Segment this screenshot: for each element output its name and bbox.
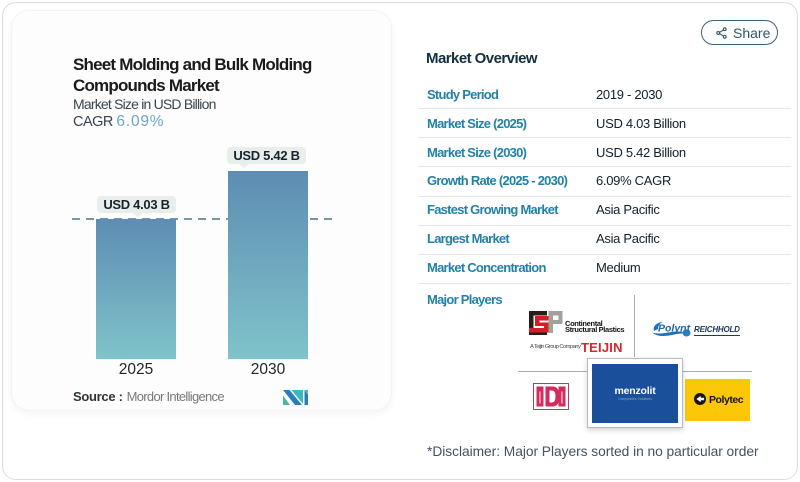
svg-text:Polynt: Polynt — [658, 323, 691, 335]
